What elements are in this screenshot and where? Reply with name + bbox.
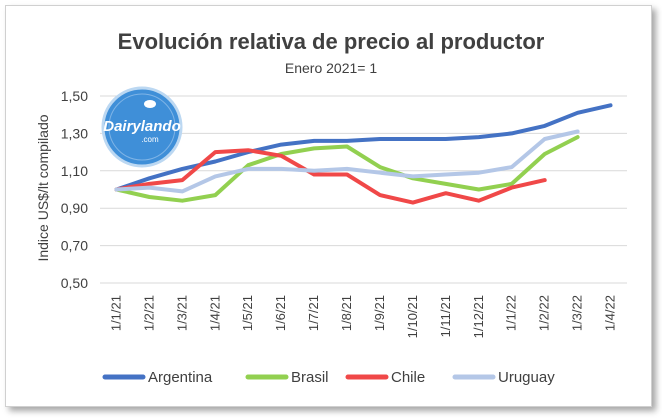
legend-label: Uruguay <box>498 369 555 386</box>
legend-label: Argentina <box>148 369 213 386</box>
x-axis-ticks: 1/1/21 1/2/21 1/3/21 1/4/21 1/5/21 1/6/21 1/7/… <box>108 295 617 338</box>
x-tick-label: 1/9/21 <box>372 295 387 331</box>
x-tick-label: 1/2/21 <box>141 295 156 331</box>
x-tick-label: 1/2/22 <box>537 295 552 331</box>
gridlines <box>100 95 627 284</box>
logo-circle <box>101 86 183 168</box>
x-tick-label: 1/11/21 <box>438 295 453 337</box>
x-tick-label: 1/12/21 <box>471 295 486 338</box>
y-tick-label: 1,30 <box>61 125 88 141</box>
series-lines <box>114 103 613 205</box>
x-tick-label: 1/5/21 <box>240 295 255 331</box>
dairylando-logo: Dairylando .com <box>101 86 183 168</box>
x-tick-label: 1/6/21 <box>273 295 288 331</box>
x-tick-label: 1/10/21 <box>405 295 420 338</box>
y-tick-label: 1,50 <box>61 88 88 104</box>
x-tick-label: 1/1/22 <box>504 295 519 331</box>
y-tick-label: 0,90 <box>61 200 88 216</box>
x-tick-label: 1/8/21 <box>339 295 354 331</box>
chart-subtitle: Enero 2021= 1 <box>285 60 377 76</box>
x-tick-label: 1/4/21 <box>207 295 222 331</box>
x-tick-label: 1/7/21 <box>306 295 321 331</box>
y-tick-label: 0,70 <box>61 238 88 254</box>
y-axis-ticks: 1,50 1,30 1,10 0,90 0,70 0,50 <box>61 88 88 291</box>
legend-label: Chile <box>391 369 425 386</box>
y-tick-label: 1,10 <box>61 163 88 179</box>
legend: Argentina Brasil Chile Uruguay <box>102 369 555 386</box>
chart-title: Evolución relativa de precio al producto… <box>118 29 545 54</box>
logo-subtext: .com <box>141 135 159 144</box>
logo-ring <box>108 93 176 161</box>
series-line-chile <box>114 148 547 205</box>
series-line-brasil <box>114 135 580 203</box>
y-axis-label: Indice US$/lt compilado <box>35 114 51 261</box>
x-tick-label: 1/3/22 <box>570 295 585 331</box>
logo-text: Dairylando <box>103 118 181 135</box>
chart-card <box>5 5 652 407</box>
legend-label: Brasil <box>291 369 329 386</box>
y-tick-label: 0,50 <box>61 275 88 291</box>
x-tick-label: 1/1/21 <box>108 295 123 331</box>
logo-milk-icon <box>144 100 156 108</box>
x-tick-label: 1/4/22 <box>603 295 618 331</box>
x-tick-label: 1/3/21 <box>174 295 189 331</box>
series-line-uruguay <box>114 129 580 194</box>
